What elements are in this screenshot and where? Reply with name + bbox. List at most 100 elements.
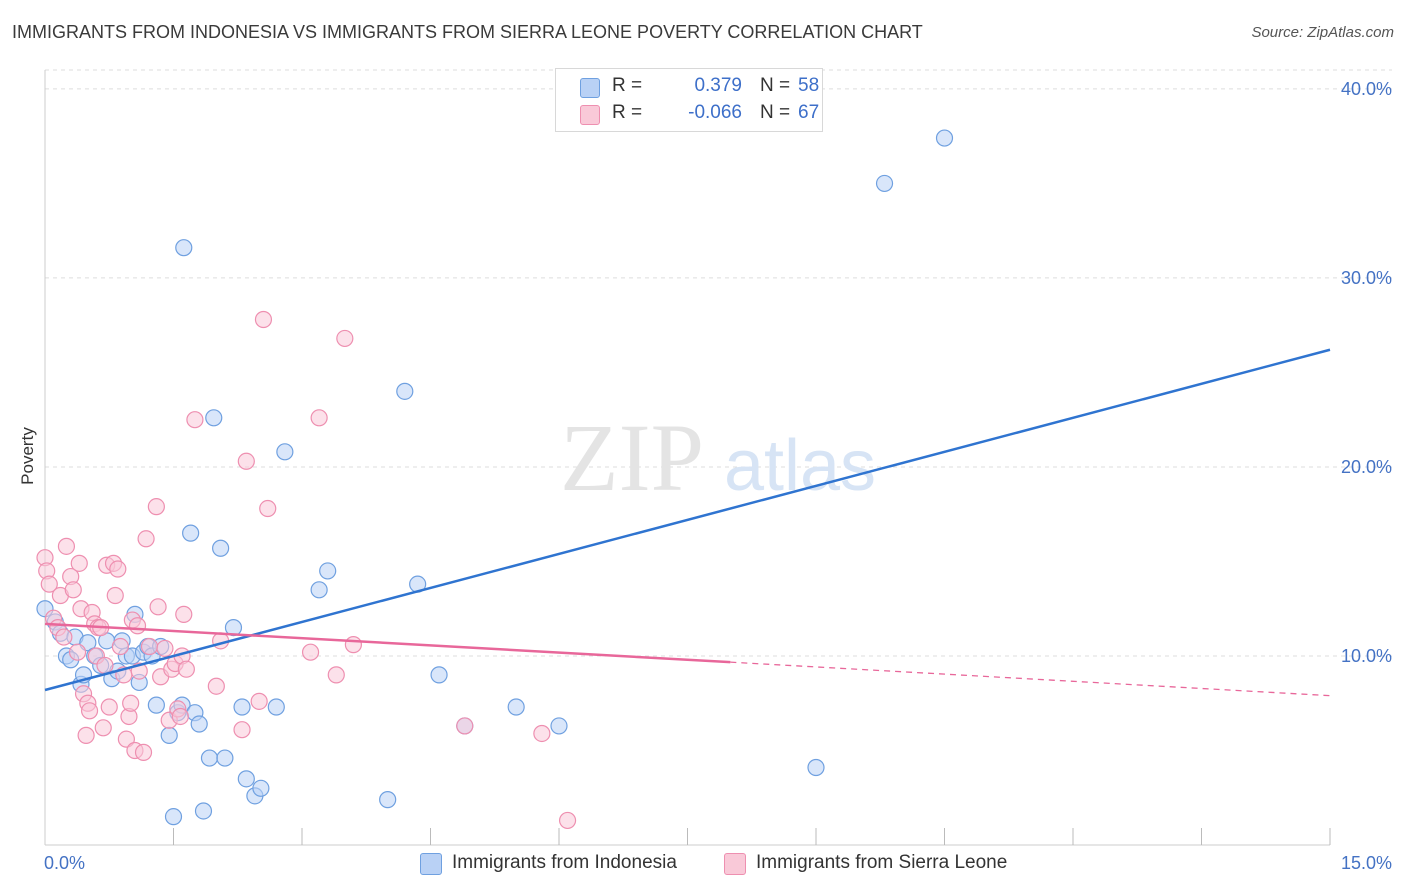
n-label: N =: [760, 102, 791, 123]
legend-label: Immigrants from Sierra Leone: [756, 852, 1008, 873]
watermark: ZIP atlas: [560, 404, 876, 511]
sierra-leone-point: [64, 581, 82, 599]
r-value: 0.379: [694, 75, 742, 96]
sierra-leone-point: [233, 721, 251, 739]
indonesia-point: [164, 808, 183, 826]
sierra-leone-point: [558, 811, 577, 830]
legend-swatch-sierra-leone: [724, 853, 746, 875]
indonesia-point: [182, 524, 200, 542]
sierra-leone-point: [68, 643, 87, 661]
sierra-leone-point: [310, 409, 328, 427]
trend-line-sierra-leone-extension: [730, 661, 1331, 697]
indonesia-point: [550, 717, 568, 735]
y-tick-label: 10.0%: [1341, 646, 1392, 666]
sierra-leone-point: [237, 452, 255, 470]
sierra-leone-point: [109, 560, 127, 578]
swatch-sierra-leone: [580, 105, 600, 125]
sierra-leone-point: [134, 743, 153, 761]
sierra-leone-point: [94, 719, 112, 737]
sierra-leone-point: [55, 628, 73, 646]
x-tick-label: 0.0%: [44, 853, 85, 873]
y-axis-label: Poverty: [18, 427, 37, 485]
r-value: -0.066: [688, 102, 742, 123]
sierra-leone-point: [344, 636, 362, 654]
indonesia-point: [194, 802, 213, 820]
indonesia-point: [205, 409, 223, 427]
r-label: R =: [612, 102, 643, 123]
watermark-atlas: atlas: [724, 426, 876, 506]
indonesia-point: [160, 726, 178, 744]
legend-swatch-indonesia: [420, 853, 442, 875]
indonesia-point: [430, 666, 448, 684]
y-tick-label: 20.0%: [1341, 457, 1392, 477]
sierra-leone-point: [122, 694, 140, 712]
y-tick-label: 30.0%: [1341, 268, 1392, 288]
r-label: R =: [612, 75, 643, 96]
indonesia-point: [807, 758, 825, 777]
indonesia-point: [396, 382, 414, 400]
indonesia-point: [212, 539, 230, 557]
x-tick-label: 15.0%: [1341, 853, 1392, 873]
sierra-leone-point: [70, 554, 88, 572]
indonesia-point: [190, 715, 208, 733]
indonesia-point: [935, 129, 954, 147]
legend-label: Immigrants from Indonesia: [452, 852, 677, 873]
sierra-leone-point: [100, 698, 118, 716]
trend-layer: [44, 348, 1331, 697]
indonesia-point: [310, 581, 328, 599]
sierra-leone-point: [156, 639, 174, 658]
y-tick-label: 40.0%: [1341, 79, 1392, 99]
indonesia-point: [319, 562, 337, 580]
correlation-stats-box: R = 0.379 N = 58 R = -0.066 N = 67: [555, 68, 823, 132]
indonesia-point: [175, 239, 193, 257]
indonesia-point: [200, 749, 219, 767]
sierra-leone-point: [207, 677, 225, 695]
watermark-zip: ZIP: [560, 404, 704, 511]
sierra-leone-point: [111, 637, 129, 656]
sierra-leone-point: [175, 605, 193, 623]
indonesia-point: [875, 174, 894, 193]
sierra-leone-point: [147, 498, 165, 516]
sierra-leone-point: [250, 692, 268, 710]
indonesia-point: [147, 696, 165, 714]
sierra-leone-point: [177, 660, 195, 678]
indonesia-point: [252, 779, 270, 797]
sierra-leone-point: [171, 707, 189, 726]
sierra-leone-point: [106, 586, 124, 605]
sierra-leone-point: [80, 702, 99, 720]
source-credit: Source: ZipAtlas.com: [1251, 24, 1394, 41]
sierra-leone-point: [128, 617, 147, 635]
sierra-leone-point: [259, 499, 277, 518]
sierra-leone-point: [57, 537, 76, 555]
chart-title: IMMIGRANTS FROM INDONESIA VS IMMIGRANTS …: [12, 22, 923, 42]
indonesia-point: [233, 698, 251, 716]
sierra-leone-point: [77, 726, 95, 744]
n-label: N =: [760, 75, 791, 96]
indonesia-point: [216, 749, 234, 767]
sierra-leone-point: [149, 598, 167, 616]
sierra-leone-point: [40, 575, 58, 593]
axis-layer: 10.0% 20.0% 30.0% 40.0% 0.0% 15.0%: [44, 70, 1392, 873]
sierra-leone-point: [140, 637, 159, 656]
sierra-leone-point: [327, 666, 345, 684]
trend-line-indonesia: [44, 348, 1331, 692]
sierra-leone-point: [336, 329, 354, 348]
sierra-leone-point: [137, 530, 155, 548]
indonesia-point: [276, 443, 294, 461]
indonesia-point: [237, 770, 255, 788]
trend-line-sierra-leone: [44, 622, 731, 664]
grid-layer: [45, 69, 1392, 657]
indonesia-point: [267, 698, 285, 716]
indonesia-point: [379, 791, 397, 809]
sierra-leone-point: [96, 656, 114, 675]
sierra-leone-point: [301, 643, 320, 661]
sierra-leone-point: [254, 310, 273, 329]
sierra-leone-point: [456, 717, 474, 735]
sierra-leone-point: [533, 724, 551, 743]
swatch-indonesia: [580, 78, 600, 98]
n-value: 67: [798, 102, 820, 123]
indonesia-point: [507, 698, 525, 716]
sierra-leone-point: [186, 411, 204, 429]
n-value: 58: [798, 75, 820, 96]
